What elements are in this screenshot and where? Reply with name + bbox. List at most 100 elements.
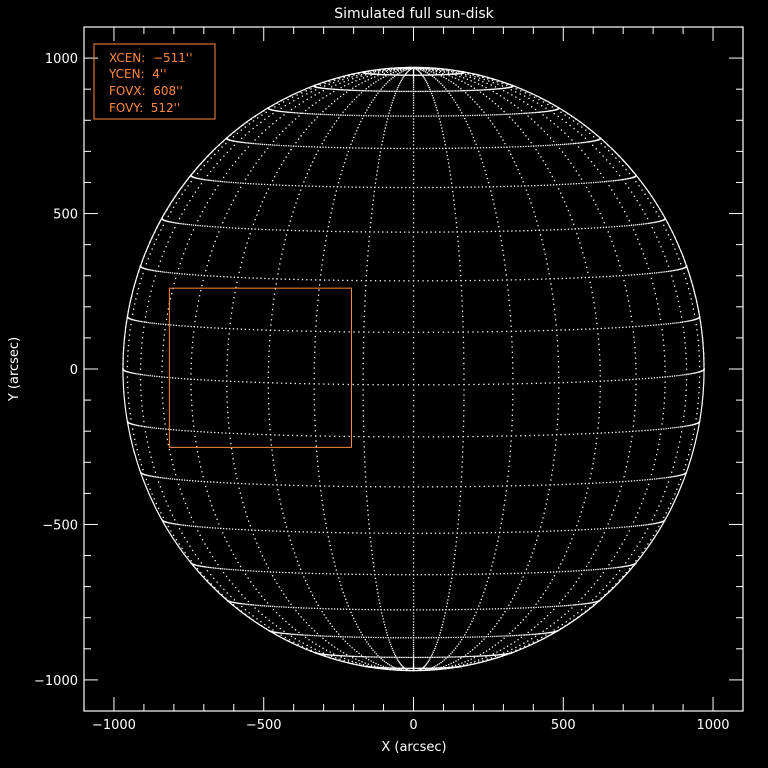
parallel-dot xyxy=(133,372,135,375)
parallel-dot xyxy=(595,568,597,571)
parallel-dot xyxy=(658,428,660,431)
meridian-dot xyxy=(553,454,556,456)
parallel-dot xyxy=(181,479,183,481)
meridian-dot xyxy=(292,211,294,213)
y-tick-label: 500 xyxy=(53,208,78,223)
parallel-dot xyxy=(577,529,580,531)
meridian-dot xyxy=(142,331,144,334)
parallel-dot xyxy=(264,483,266,486)
parallel-dot xyxy=(482,435,484,438)
meridian-dot xyxy=(412,570,415,572)
meridian-dot xyxy=(346,602,348,604)
meridian-dot xyxy=(380,88,382,90)
meridian-dot xyxy=(504,264,506,266)
meridian-dot xyxy=(460,476,463,478)
meridian-dot xyxy=(313,157,316,159)
meridian-dot xyxy=(225,142,227,145)
meridian-dot xyxy=(311,104,314,106)
parallel-dot xyxy=(157,427,160,430)
meridian-dot xyxy=(315,325,317,327)
parallel-dot xyxy=(278,606,280,608)
parallel-dot xyxy=(314,531,316,533)
meridian-dot xyxy=(472,617,475,620)
parallel-dot xyxy=(508,635,510,637)
meridian-dot xyxy=(550,283,552,285)
meridian-dot xyxy=(368,235,371,238)
parallel-dot xyxy=(611,431,613,434)
parallel-dot xyxy=(447,573,450,576)
parallel-dot xyxy=(134,424,136,426)
parallel-dot xyxy=(506,572,509,575)
meridian-dot xyxy=(284,239,286,241)
meridian-dot xyxy=(557,403,560,405)
parallel-dot xyxy=(430,656,432,659)
parallel-dot xyxy=(132,372,134,374)
parallel-dot xyxy=(503,653,505,655)
meridian-dot xyxy=(169,236,171,238)
parallel-dot xyxy=(377,656,379,658)
meridian-dot xyxy=(384,127,386,129)
meridian-dot xyxy=(425,71,427,73)
parallel-dot xyxy=(473,383,475,386)
meridian-dot xyxy=(373,195,375,197)
parallel-dot xyxy=(224,568,226,570)
meridian-dot xyxy=(412,134,415,136)
parallel-dot xyxy=(124,370,126,372)
parallel-dot xyxy=(325,608,327,610)
meridian-dot xyxy=(291,626,293,628)
parallel-dot xyxy=(127,371,129,373)
parallel-dot xyxy=(134,319,136,321)
parallel-dot xyxy=(360,532,362,534)
meridian-dot xyxy=(338,78,341,80)
meridian-dot xyxy=(412,88,415,91)
parallel-dot xyxy=(177,377,180,379)
meridian-dot xyxy=(197,456,200,458)
meridian-dot xyxy=(127,355,129,357)
parallel-dot xyxy=(615,481,618,483)
parallel-dot xyxy=(193,430,196,432)
meridian-dot xyxy=(492,123,494,125)
parallel-dot xyxy=(230,380,232,382)
meridian-dot xyxy=(280,163,283,166)
parallel-dot xyxy=(494,635,496,638)
meridian-dot xyxy=(382,76,384,78)
meridian-dot xyxy=(308,125,310,127)
meridian-dot xyxy=(545,503,547,505)
parallel-dot xyxy=(328,654,330,656)
meridian-dot xyxy=(534,108,537,111)
meridian-dot xyxy=(463,362,465,365)
meridian-dot xyxy=(356,650,358,653)
meridian-dot xyxy=(512,372,514,375)
meridian-dot xyxy=(358,659,360,662)
meridian-dot xyxy=(274,288,277,290)
parallel-dot xyxy=(263,570,266,573)
meridian-dot xyxy=(366,495,368,497)
meridian-dot xyxy=(140,352,142,355)
meridian-dot xyxy=(634,352,636,354)
parallel-dot xyxy=(407,637,410,639)
parallel-dot xyxy=(478,532,480,534)
meridian-dot xyxy=(392,72,394,74)
meridian-dot xyxy=(633,415,636,417)
meridian-dot xyxy=(181,213,183,215)
meridian-dot xyxy=(232,136,235,138)
parallel-dot xyxy=(596,432,599,434)
parallel-dot xyxy=(214,567,216,569)
meridian-dot xyxy=(209,197,211,200)
meridian-dot xyxy=(565,551,568,553)
meridian-dot xyxy=(213,577,215,580)
meridian-dot xyxy=(260,121,262,124)
meridian-dot xyxy=(390,104,393,106)
meridian-dot xyxy=(386,634,389,636)
parallel-dot xyxy=(625,480,627,483)
meridian-dot xyxy=(375,81,377,83)
parallel-dot xyxy=(410,667,412,670)
parallel-dot xyxy=(419,656,422,659)
meridian-dot xyxy=(685,394,687,397)
parallel-dot xyxy=(298,572,300,574)
meridian-dot xyxy=(659,438,661,441)
meridian-dot xyxy=(412,104,415,106)
parallel-dot xyxy=(369,656,371,658)
parallel-dot xyxy=(593,601,595,604)
parallel-dot xyxy=(553,484,555,486)
